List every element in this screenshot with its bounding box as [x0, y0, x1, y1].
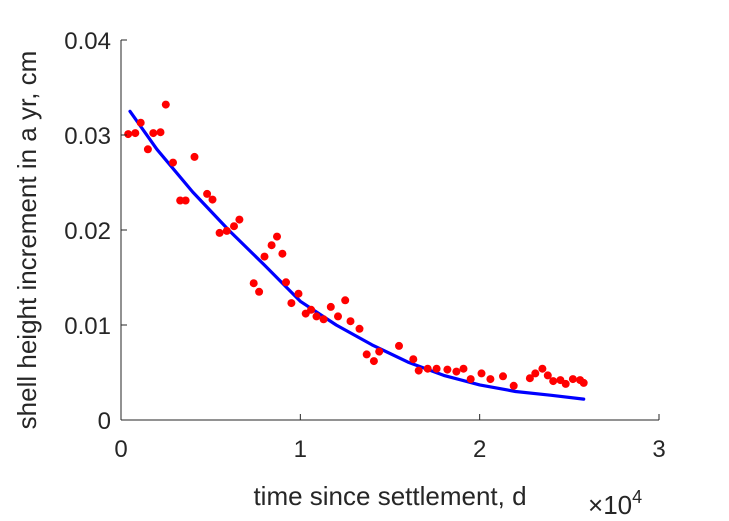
x-axis-label: time since settlement, d — [253, 481, 526, 511]
y-tick-label: 0 — [98, 408, 111, 435]
data-point — [395, 341, 403, 350]
axes: 0 1 2 3 0 0.01 0.02 0.03 0.04 — [64, 28, 665, 463]
data-point — [409, 355, 418, 364]
data-point — [181, 196, 190, 205]
data-point — [230, 222, 238, 231]
data-point — [414, 366, 423, 375]
data-point — [267, 241, 276, 250]
data-point — [452, 367, 461, 376]
data-point — [341, 296, 350, 305]
data-point — [459, 364, 468, 373]
data-point — [278, 249, 287, 258]
data-point — [190, 152, 199, 161]
x-tick-label: 0 — [114, 436, 127, 463]
data-point — [307, 305, 316, 314]
data-point — [561, 379, 570, 388]
data-point — [369, 357, 378, 366]
data-point — [509, 381, 518, 390]
plot-area — [124, 100, 588, 401]
y-tick-label: 0.03 — [64, 123, 111, 150]
data-point — [203, 189, 212, 198]
data-point — [579, 378, 588, 387]
data-point — [294, 289, 303, 298]
y-axis-label: shell height increment in a yr, cm — [12, 51, 42, 430]
data-point — [136, 118, 145, 127]
data-point — [568, 375, 577, 384]
exponent-times: × — [588, 490, 603, 520]
y-tick-label: 0.04 — [64, 28, 111, 55]
data-point — [525, 374, 534, 383]
data-point — [486, 375, 495, 384]
data-point — [124, 130, 133, 139]
data-point — [355, 324, 364, 333]
data-point — [282, 278, 290, 287]
data-point — [375, 347, 384, 356]
fit-curve — [128, 109, 586, 401]
data-point — [255, 287, 264, 296]
data-point — [215, 228, 224, 237]
data-point — [549, 377, 558, 386]
data-point — [287, 299, 296, 308]
data-point — [432, 364, 441, 373]
data-point — [169, 158, 177, 167]
x-axis-exponent: ×104 — [588, 487, 642, 520]
data-point — [131, 129, 140, 138]
data-point — [249, 279, 258, 288]
exponent-base: 10 — [603, 490, 632, 520]
x-tick-label: 1 — [294, 436, 307, 463]
data-point — [543, 371, 552, 380]
y-ticks: 0 0.01 0.02 0.03 0.04 — [64, 28, 127, 435]
data-point — [156, 128, 165, 137]
data-point — [161, 100, 170, 109]
data-point — [208, 195, 217, 204]
x-tick-label: 3 — [652, 436, 665, 463]
data-point — [326, 302, 335, 311]
x-tick-label: 2 — [473, 436, 486, 463]
exponent-power: 4 — [632, 487, 642, 507]
x-ticks: 0 1 2 3 — [114, 414, 666, 463]
data-point — [319, 315, 328, 324]
data-point — [423, 364, 432, 373]
data-point — [531, 369, 540, 378]
data-point — [143, 145, 152, 154]
data-point — [149, 129, 158, 138]
data-points — [124, 100, 588, 390]
data-point — [312, 312, 321, 321]
data-point — [334, 312, 342, 321]
data-point — [466, 375, 475, 384]
data-point — [273, 232, 281, 241]
y-tick-label: 0.02 — [64, 218, 111, 245]
y-tick-label: 0.01 — [64, 313, 111, 340]
data-point — [538, 364, 547, 373]
data-point — [477, 369, 486, 378]
data-point — [260, 252, 269, 261]
data-point — [235, 215, 244, 224]
data-point — [443, 365, 452, 374]
data-point — [362, 350, 371, 359]
data-point — [346, 317, 355, 326]
data-point — [222, 226, 231, 235]
data-point — [499, 372, 507, 381]
